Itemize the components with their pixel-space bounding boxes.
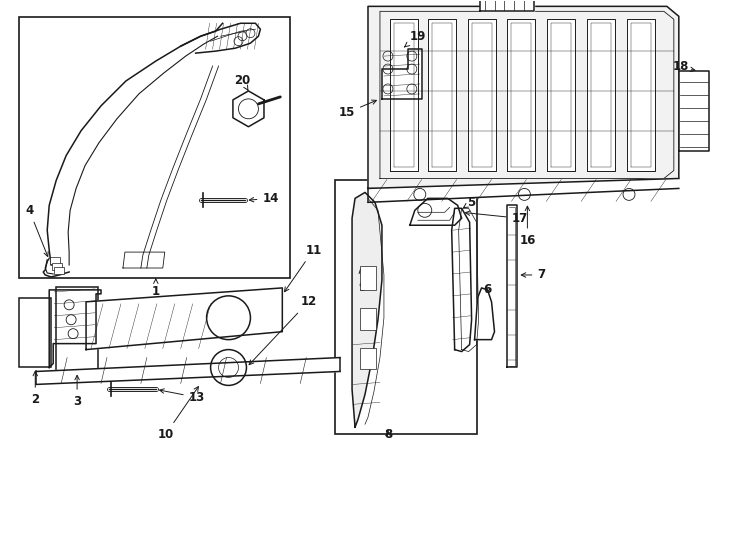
Bar [360, 308, 376, 330]
Bar [360, 348, 376, 369]
Bar [54, 267, 64, 274]
Polygon shape [86, 288, 283, 349]
Bar [335, 180, 476, 434]
Text: 17: 17 [465, 211, 528, 225]
Polygon shape [410, 198, 462, 225]
Bar [19, 17, 290, 278]
Polygon shape [479, 0, 534, 11]
Bar [19, 298, 51, 368]
Text: 8: 8 [384, 428, 392, 441]
Text: 9: 9 [358, 281, 366, 294]
Text: 13: 13 [159, 389, 205, 404]
Polygon shape [49, 290, 101, 368]
Polygon shape [507, 205, 517, 368]
Polygon shape [368, 6, 679, 188]
Polygon shape [451, 208, 472, 352]
Bar [360, 266, 376, 290]
Polygon shape [587, 19, 615, 171]
Text: 4: 4 [25, 204, 48, 256]
Text: 10: 10 [158, 387, 198, 441]
Polygon shape [382, 49, 422, 99]
Text: 20: 20 [234, 75, 250, 90]
Text: 14: 14 [250, 192, 279, 205]
Polygon shape [468, 19, 495, 171]
Polygon shape [368, 179, 679, 202]
Polygon shape [548, 19, 575, 171]
Bar [50, 257, 60, 264]
Polygon shape [36, 357, 340, 384]
Text: 3: 3 [73, 375, 81, 408]
Polygon shape [507, 19, 535, 171]
Polygon shape [233, 91, 264, 127]
Polygon shape [475, 288, 495, 340]
Text: 5: 5 [464, 196, 476, 209]
Text: 7: 7 [521, 268, 545, 281]
Text: 11: 11 [285, 244, 321, 292]
Polygon shape [627, 19, 655, 171]
Text: 1: 1 [152, 279, 160, 299]
Text: 2: 2 [32, 372, 40, 406]
Bar [57, 287, 98, 372]
Text: 12: 12 [249, 295, 316, 364]
Text: 6: 6 [484, 284, 492, 296]
Text: 19: 19 [404, 30, 426, 47]
Polygon shape [428, 19, 456, 171]
Polygon shape [679, 71, 709, 151]
Polygon shape [352, 192, 382, 427]
Text: 15: 15 [338, 100, 377, 119]
Text: 16: 16 [519, 206, 536, 247]
Text: 18: 18 [672, 59, 689, 72]
Bar [52, 263, 62, 270]
Polygon shape [390, 19, 418, 171]
